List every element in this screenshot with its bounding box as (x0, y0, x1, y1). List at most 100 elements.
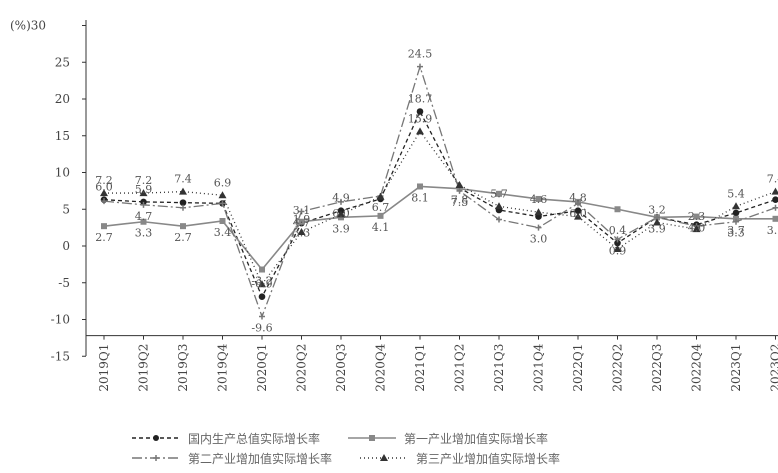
legend-label: 第三产业增加值实际增长率 (416, 451, 561, 466)
data-label: 4.6 (530, 193, 548, 206)
data-point (140, 218, 147, 225)
y-tick-label: 20 (55, 92, 70, 106)
data-point (613, 244, 622, 252)
chart-series (100, 63, 778, 320)
x-tick-label: 2019Q1 (97, 344, 111, 392)
chart-legend: 国内生产总值实际增长率 第一产业增加值实际增长率 第二产业增加值实际增长率 第三产业… (130, 428, 730, 468)
data-point (772, 196, 778, 203)
legend-label: 第二产业增加值实际增长率 (188, 451, 333, 466)
data-label: 7.2 (135, 174, 153, 187)
x-tick-label: 2021Q3 (492, 344, 506, 392)
x-tick-label: 2021Q2 (453, 344, 467, 392)
chart-axes: 25 20 15 10 5 0 -5 -10 -15 (%)30 2019Q1 2019Q2 2019Q… (10, 19, 778, 392)
data-label: 18.7 (408, 92, 433, 105)
data-point (653, 218, 661, 226)
data-point (139, 189, 148, 197)
data-point (614, 206, 621, 213)
x-tick-label: 2021Q1 (413, 344, 427, 392)
data-point (693, 213, 700, 220)
data-label: 6.0 (95, 181, 113, 194)
x-tick-label: 2023Q1 (729, 344, 743, 392)
legend-swatch (348, 435, 397, 441)
data-label: 4.8 (569, 192, 587, 205)
legend-item: 第一产业增加值实际增长率 (346, 430, 548, 447)
data-point (772, 204, 778, 211)
legend-marker (369, 435, 376, 441)
data-point (495, 202, 503, 210)
legend-marker (380, 454, 389, 461)
data-point (496, 216, 502, 223)
data-label: 3.3 (293, 227, 311, 240)
data-point (180, 223, 186, 230)
data-point (259, 266, 265, 273)
data-point (733, 218, 739, 225)
data-label: -9.6 (251, 322, 272, 335)
y-tick-label: 25 (55, 55, 70, 69)
data-label: 2.7 (95, 231, 113, 244)
data-point (338, 198, 344, 205)
data-label: 6.0 (332, 207, 350, 220)
data-label: 6.9 (214, 176, 232, 189)
x-tick-label: 2022Q3 (650, 344, 664, 392)
data-point (534, 208, 543, 216)
y-tick-label: 0 (62, 239, 70, 253)
legend-swatch (132, 455, 180, 461)
data-point (259, 313, 265, 320)
series-line (103, 110, 776, 299)
data-point (417, 183, 423, 190)
data-label: 2.3 (688, 210, 706, 223)
data-label: 3.3 (727, 227, 745, 240)
y-tick-label: -15 (51, 349, 70, 363)
data-label: 24.5 (408, 48, 433, 61)
line-chart: 25 20 15 10 5 0 -5 -10 -15 (%)30 2019Q1 2019Q2 2019Q… (10, 19, 778, 392)
data-label: 4.0 (688, 222, 706, 235)
data-point (101, 223, 107, 230)
data-label: 3.7 (727, 224, 745, 237)
data-point (614, 239, 621, 247)
x-tick-label: 2020Q4 (374, 343, 388, 391)
x-tick-label: 2019Q4 (216, 343, 230, 391)
data-label: 3.7 (767, 224, 778, 237)
data-label: 7.5 (451, 196, 469, 209)
data-point (535, 224, 542, 231)
data-label: 4.7 (293, 216, 311, 229)
data-point (575, 200, 581, 207)
data-point (416, 108, 424, 115)
data-label: 7.4 (767, 173, 778, 186)
data-label: 6.7 (372, 201, 390, 214)
data-point (456, 187, 463, 194)
data-point (771, 187, 778, 195)
series-line (104, 130, 776, 286)
data-point (298, 218, 305, 225)
x-tick-label: 2020Q3 (334, 344, 348, 392)
x-tick-label: 2020Q1 (255, 344, 269, 392)
data-label: 3.0 (530, 233, 548, 246)
legend-item: 第三产业增加值实际增长率 (358, 450, 560, 467)
x-tick-label: 2021Q4 (532, 343, 546, 391)
legend-marker (153, 435, 159, 441)
legend-swatch (360, 454, 409, 461)
legend-row: 第二产业增加值实际增长率 第三产业增加值实际增长率 (130, 448, 730, 468)
data-label: 3.1 (293, 204, 311, 217)
x-tick-label: 2022Q2 (611, 344, 625, 392)
data-point (100, 189, 108, 197)
x-tick-label: 2022Q1 (571, 344, 585, 392)
data-label: 7.4 (174, 173, 192, 186)
data-point (337, 210, 345, 218)
legend-label: 第一产业增加值实际增长率 (404, 431, 549, 446)
data-label: 5.4 (727, 187, 745, 200)
data-label: 3.4 (214, 226, 232, 239)
data-label: 5.9 (135, 183, 153, 196)
data-point (179, 199, 187, 206)
data-label: 3.2 (648, 203, 666, 216)
data-point (179, 187, 187, 195)
x-tick-label: 2022Q4 (690, 343, 704, 391)
legend-swatch (132, 435, 180, 441)
data-label: 4.1 (372, 221, 390, 234)
chart-data-labels: 6.0 5.9 -6.9 3.1 4.9 18.7 4.8 0.4 2.7 3.3 2.7 3.4 -3… (95, 48, 778, 335)
data-label: 1.9 (293, 213, 311, 226)
y-tick-label: 15 (55, 129, 70, 143)
data-label: 15.9 (408, 112, 433, 125)
y-tick-label: 5 (62, 202, 70, 216)
data-label: 0.4 (609, 224, 627, 237)
